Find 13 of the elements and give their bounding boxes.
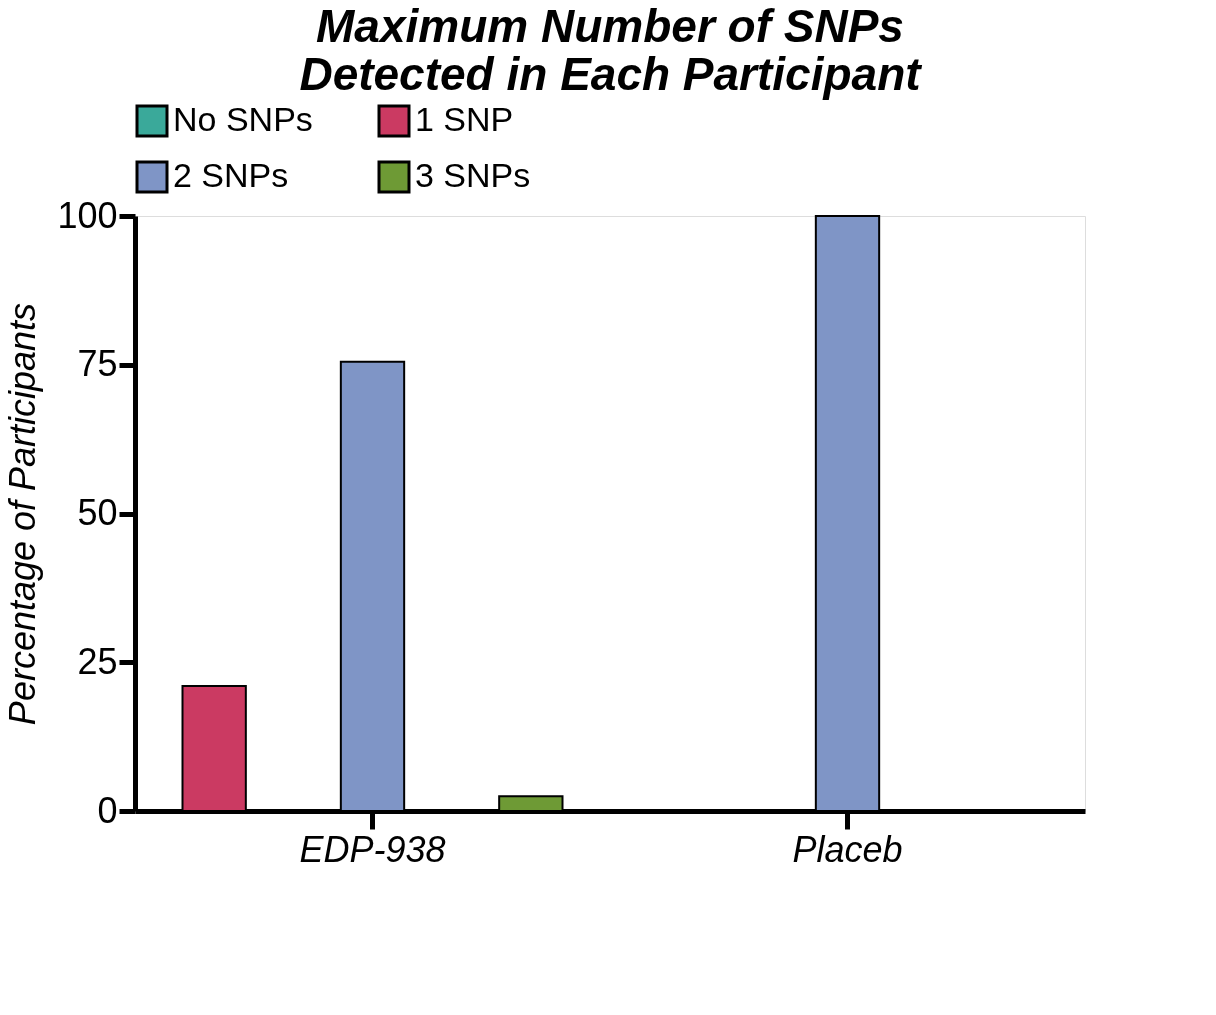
legend-label: 1 SNP [415,100,514,138]
x-tick-label: Placeb [792,828,903,870]
y-tick-label: 75 [77,343,118,385]
legend-label: 3 SNPs [415,156,531,194]
y-tick-label: 50 [77,492,118,533]
legend-label: No SNPs [173,100,313,138]
y-tick-label: 100 [57,194,118,236]
y-tick-label: 25 [77,640,118,682]
x-tick-label: EDP-938 [299,828,446,870]
legend-label: 2 SNPs [173,156,289,194]
y-axis-title: Percentage of Participants [2,302,44,726]
chart-title: Maximum Number of SNPs Detected in Each Participant [299,0,923,100]
y-tick-label: 0 [97,789,118,831]
